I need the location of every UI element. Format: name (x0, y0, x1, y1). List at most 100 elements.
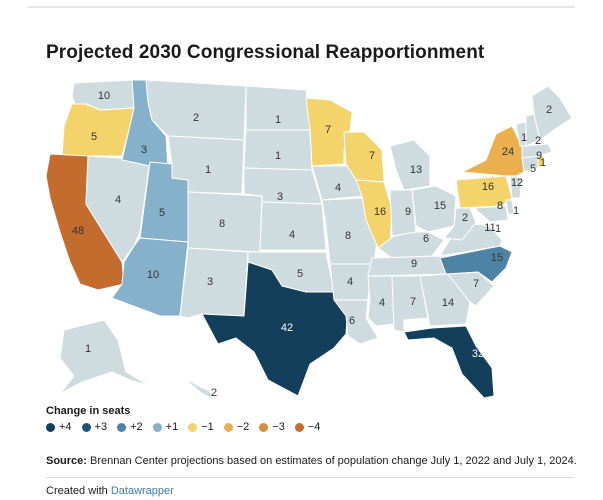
state-label-CA: 48 (72, 225, 84, 237)
state-label-WI: 7 (369, 150, 375, 162)
state-label-OR: 5 (91, 131, 97, 143)
legend-swatch (223, 422, 233, 432)
state-label-RI: 1 (540, 157, 546, 169)
state-label-ME: 2 (546, 104, 552, 116)
legend-item: −1 (188, 421, 214, 433)
state-label-WV: 2 (462, 212, 468, 224)
state-MN[interactable] (305, 97, 353, 167)
state-NM[interactable] (179, 247, 249, 319)
state-DE[interactable] (505, 199, 515, 215)
legend-swatch (117, 422, 127, 432)
state-AK[interactable] (59, 319, 151, 395)
state-label-VA: 11 (484, 222, 495, 234)
legend-label: −2 (236, 421, 250, 433)
legend-swatch (259, 422, 269, 432)
state-label-MI: 13 (410, 164, 422, 176)
legend-swatch (46, 422, 55, 432)
state-WY[interactable] (167, 135, 245, 195)
state-TX[interactable] (201, 261, 349, 397)
state-FL[interactable] (403, 325, 495, 399)
state-label-DE: 1 (513, 205, 519, 217)
source-note: Source: Brennan Center projections based… (46, 455, 577, 467)
state-label-NV: 4 (115, 194, 121, 206)
state-label-IN: 9 (405, 206, 411, 218)
state-MA[interactable] (521, 143, 553, 159)
state-label-HI: 2 (211, 387, 217, 399)
legend-label: −3 (272, 421, 285, 433)
legend-label: +2 (130, 421, 143, 433)
legend-item: −2 (223, 421, 250, 433)
chart-title: Projected 2030 Congressional Reapportion… (46, 42, 485, 63)
state-label-AR: 4 (347, 276, 353, 288)
state-NC[interactable] (439, 245, 513, 283)
datawrapper-link[interactable]: Datawrapper (110, 485, 174, 497)
legend: +4 +3 +2 +1 −1 −2 −3 −4 (46, 421, 330, 433)
footer-divider (46, 477, 574, 478)
legend-item: +4 (46, 421, 72, 433)
state-label-FL: 32 (472, 348, 484, 360)
state-ME[interactable] (531, 85, 573, 141)
state-label-CT: 5 (530, 163, 536, 175)
state-IN[interactable] (389, 189, 417, 237)
state-label-KS: 4 (289, 229, 295, 241)
state-label-AZ: 10 (147, 269, 159, 281)
state-label-SC: 7 (473, 278, 479, 290)
state-RI[interactable] (537, 155, 545, 169)
source-label: Source: (46, 455, 87, 467)
state-label-CO: 8 (219, 218, 225, 230)
state-label-AL: 7 (410, 296, 416, 308)
credit-prefix: Created with (46, 485, 108, 497)
legend-label: +1 (165, 421, 179, 433)
state-label-UT: 5 (159, 207, 165, 219)
legend-label: −1 (201, 421, 214, 433)
top-border (28, 6, 575, 8)
state-label-NH: 2 (535, 135, 541, 147)
legend-swatch (152, 422, 162, 432)
state-label-OH: 15 (434, 200, 446, 212)
state-label-OK: 5 (297, 268, 303, 280)
source-text: Brennan Center projections based on esti… (90, 455, 577, 467)
state-label-SD: 1 (275, 150, 281, 162)
state-label-IA: 4 (335, 182, 341, 194)
state-label-NJ: 12 (511, 177, 523, 189)
state-label-KY: 6 (423, 233, 429, 245)
legend-item: +3 (81, 421, 108, 433)
state-OR[interactable] (61, 103, 135, 157)
legend-swatch (81, 422, 91, 432)
state-label-WY: 1 (205, 164, 211, 176)
state-label-TX: 42 (281, 322, 293, 334)
state-KS[interactable] (259, 201, 327, 251)
legend-label: +4 (59, 421, 72, 433)
legend-label: −4 (307, 421, 321, 433)
state-NJ[interactable] (509, 175, 523, 199)
state-label-NY: 24 (502, 146, 514, 158)
state-label-MD: 8 (497, 200, 503, 212)
state-label-MS: 4 (379, 297, 385, 309)
state-label-NM: 3 (207, 276, 213, 288)
state-MI[interactable] (389, 139, 431, 191)
legend-item: +1 (152, 421, 179, 433)
legend-label: +3 (94, 421, 108, 433)
state-label-NC: 15 (491, 252, 503, 264)
state-label-MO: 8 (345, 230, 351, 242)
state-label-IL: 16 (374, 206, 386, 218)
state-LA[interactable] (333, 299, 379, 345)
state-label-WA: 10 (98, 90, 110, 102)
state-label-PA: 16 (482, 181, 494, 193)
legend-item: +2 (117, 421, 143, 433)
state-MD[interactable] (473, 205, 509, 223)
legend-swatch (188, 422, 198, 432)
state-label-MT: 2 (193, 112, 199, 124)
state-label-GA: 14 (442, 297, 454, 309)
state-label-MN: 7 (325, 124, 331, 136)
state-label-ID: 3 (141, 144, 147, 156)
state-HI[interactable] (185, 379, 215, 399)
state-label-MA: 9 (536, 150, 542, 162)
state-label-LA: 6 (349, 315, 355, 327)
state-label-DC: 1 (495, 223, 501, 235)
state-NY[interactable] (461, 125, 525, 177)
legend-title: Change in seats (46, 405, 131, 417)
credit-line: Created with Datawrapper (46, 485, 174, 497)
state-label-AK: 1 (85, 343, 91, 355)
